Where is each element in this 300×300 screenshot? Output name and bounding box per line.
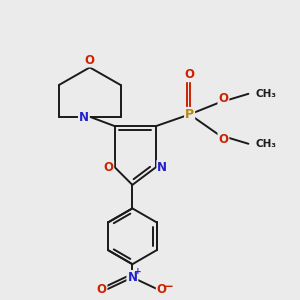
Text: O: O [185, 68, 195, 81]
Text: O: O [218, 92, 228, 105]
Text: +: + [134, 267, 142, 276]
Text: O: O [103, 161, 113, 174]
Text: N: N [128, 271, 137, 284]
Text: N: N [79, 111, 89, 124]
Text: −: − [164, 280, 173, 293]
Text: P: P [185, 108, 194, 121]
Text: N: N [157, 161, 167, 174]
Text: O: O [85, 54, 95, 67]
Text: O: O [218, 133, 228, 146]
Text: O: O [97, 283, 106, 296]
Text: CH₃: CH₃ [256, 89, 277, 99]
Text: O: O [157, 283, 167, 296]
Text: CH₃: CH₃ [256, 139, 277, 149]
